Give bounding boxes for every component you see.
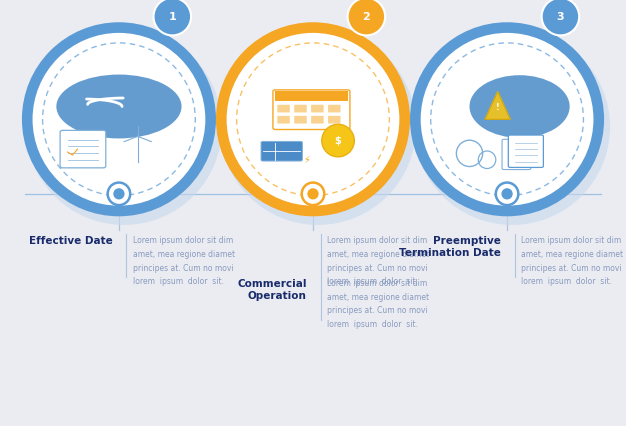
Text: Preemptive
Termination Date: Preemptive Termination Date — [399, 236, 501, 258]
Text: ⚡: ⚡ — [304, 155, 310, 165]
Ellipse shape — [22, 22, 216, 216]
Ellipse shape — [541, 0, 579, 35]
Text: !: ! — [496, 104, 500, 112]
FancyBboxPatch shape — [277, 105, 290, 112]
Text: Commercial
Operation: Commercial Operation — [237, 279, 307, 301]
Ellipse shape — [421, 33, 593, 206]
Ellipse shape — [501, 188, 513, 199]
Ellipse shape — [56, 75, 182, 138]
FancyBboxPatch shape — [311, 116, 324, 124]
FancyBboxPatch shape — [328, 105, 341, 112]
Text: Lorem ipsum dolor sit dim
amet, mea regione diamet
principes at. Cum no movi
lor: Lorem ipsum dolor sit dim amet, mea regi… — [521, 236, 623, 286]
Ellipse shape — [227, 33, 399, 206]
FancyBboxPatch shape — [328, 116, 341, 124]
FancyBboxPatch shape — [275, 91, 348, 101]
FancyBboxPatch shape — [261, 141, 302, 161]
Ellipse shape — [113, 188, 125, 199]
Ellipse shape — [496, 183, 518, 205]
FancyBboxPatch shape — [277, 116, 290, 124]
Ellipse shape — [220, 29, 416, 225]
Polygon shape — [485, 92, 510, 119]
Text: Effective Date: Effective Date — [29, 236, 113, 246]
FancyBboxPatch shape — [502, 139, 531, 170]
Ellipse shape — [26, 29, 222, 225]
FancyBboxPatch shape — [508, 135, 543, 167]
Ellipse shape — [33, 33, 205, 206]
Ellipse shape — [414, 29, 610, 225]
Text: Lorem ipsum dolor sit dim
amet, mea regione diamet
principes at. Cum no movi
lor: Lorem ipsum dolor sit dim amet, mea regi… — [327, 236, 429, 286]
FancyBboxPatch shape — [273, 90, 350, 130]
FancyBboxPatch shape — [294, 116, 307, 124]
Ellipse shape — [108, 183, 130, 205]
Ellipse shape — [410, 22, 604, 216]
FancyBboxPatch shape — [311, 105, 324, 112]
Text: 1: 1 — [168, 12, 176, 22]
Ellipse shape — [307, 188, 319, 199]
FancyBboxPatch shape — [60, 130, 106, 168]
Ellipse shape — [470, 75, 570, 138]
FancyBboxPatch shape — [294, 105, 307, 112]
Text: Lorem ipsum dolor sit dim
amet, mea regione diamet
principes at. Cum no movi
lor: Lorem ipsum dolor sit dim amet, mea regi… — [327, 279, 429, 329]
Ellipse shape — [216, 22, 410, 216]
Text: 3: 3 — [557, 12, 564, 22]
Text: 2: 2 — [362, 12, 370, 22]
Ellipse shape — [153, 0, 191, 35]
Ellipse shape — [322, 124, 354, 157]
Ellipse shape — [302, 183, 324, 205]
Text: $: $ — [335, 135, 341, 146]
Text: Lorem ipsum dolor sit dim
amet, mea regione diamet
principes at. Cum no movi
lor: Lorem ipsum dolor sit dim amet, mea regi… — [133, 236, 235, 286]
Ellipse shape — [347, 0, 385, 35]
